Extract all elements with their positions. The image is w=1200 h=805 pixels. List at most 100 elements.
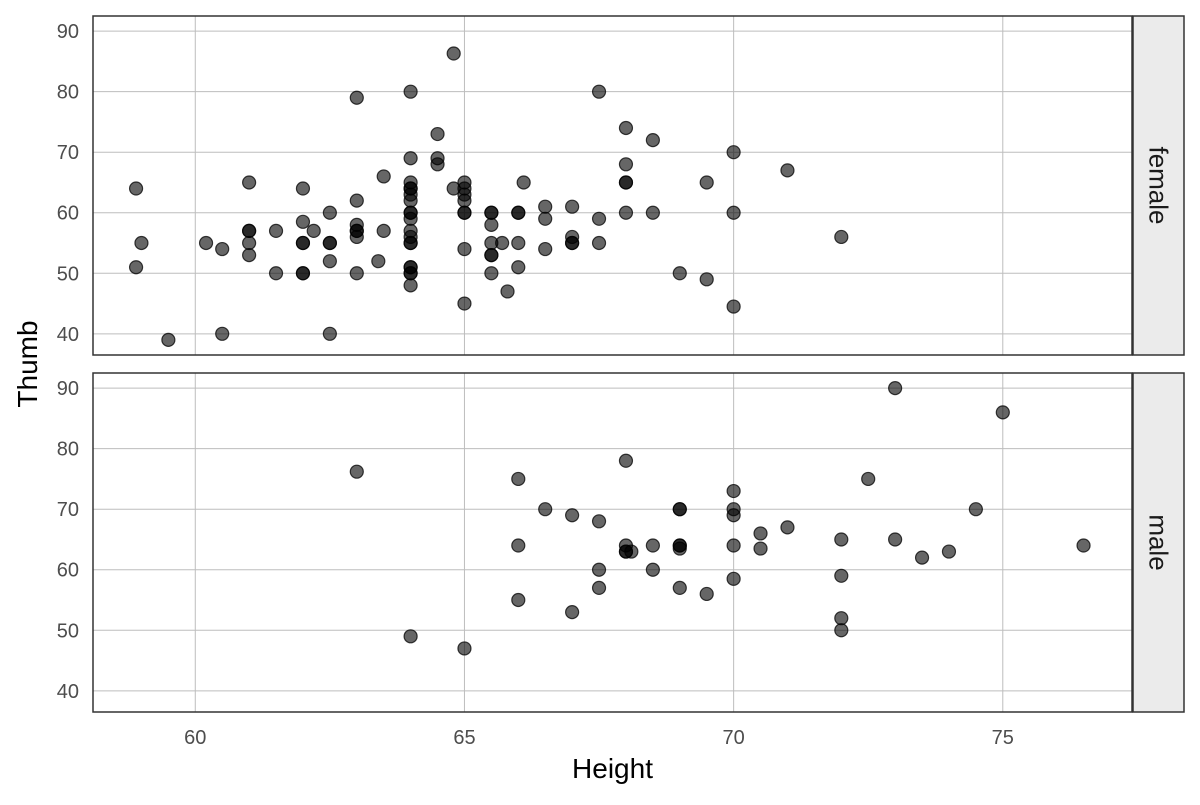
data-point [618,453,634,468]
data-point [457,296,472,311]
data-point [376,169,391,184]
y-tick-label: 60 [57,203,79,225]
data-point [672,541,687,556]
data-point [322,326,337,341]
data-point [941,544,957,559]
y-tick-label: 40 [57,324,79,346]
data-point [403,278,418,293]
x-axis-title: Height [572,753,653,784]
data-point [538,241,553,257]
data-point [618,157,634,172]
panel-background-female [93,16,1132,355]
data-point [484,205,499,220]
data-point [672,502,687,517]
data-point [565,508,580,523]
data-point [1076,538,1091,553]
data-point [242,248,257,263]
y-tick-label: 50 [57,620,79,642]
data-point [371,254,386,269]
y-tick-label: 80 [57,82,79,104]
data-point [726,483,741,499]
data-point [672,580,687,596]
y-tick-label: 80 [57,439,79,461]
data-point [403,629,418,644]
data-point [699,175,714,190]
data-point [726,205,741,220]
data-point [645,538,660,553]
data-point [349,464,364,479]
data-point [888,381,903,396]
data-point [645,133,660,148]
data-point [511,592,526,608]
data-point [538,502,553,517]
data-point [753,526,768,541]
data-point [591,514,607,529]
y-tick-label: 50 [57,263,79,285]
data-point [699,272,714,287]
data-point [968,502,983,517]
data-point [645,205,660,220]
facet-strip-male [1132,372,1185,713]
data-point [403,151,418,166]
data-point [834,611,849,626]
data-point [403,193,418,208]
data-point [295,214,311,229]
data-point [322,235,337,251]
data-point [624,544,639,559]
data-point [834,229,849,245]
facet-strip-female [1132,15,1185,356]
data-point [457,241,472,257]
panel-border-female [92,15,1133,356]
data-point [726,571,741,586]
data-point [591,580,607,596]
data-point [591,211,607,226]
x-tick-label: 75 [992,727,1014,749]
data-point [322,205,337,220]
data-point [215,241,230,257]
data-point [457,193,472,208]
data-point [161,332,176,347]
data-point [726,538,741,553]
data-point [538,199,553,214]
data-point [349,193,364,208]
data-point [242,235,257,251]
data-point [726,508,741,523]
data-point [242,175,257,190]
data-point [861,471,876,487]
data-point [306,223,321,238]
data-point [511,260,526,275]
data-point [134,235,149,251]
panel-border-male [92,372,1133,713]
data-point [780,520,795,535]
data-point [780,163,795,178]
data-point [349,90,364,105]
data-point [538,211,553,226]
data-point [516,175,531,190]
data-point [295,181,311,196]
data-point [484,217,499,232]
y-tick-label: 40 [57,681,79,703]
data-point [726,299,741,314]
data-point [618,120,634,136]
data-point [591,235,607,251]
data-point [995,405,1010,420]
data-point [914,550,930,565]
data-point [295,266,311,281]
x-tick-label: 60 [184,727,206,749]
y-tick-label: 60 [57,560,79,582]
data-point [834,568,849,583]
y-tick-label: 90 [57,378,79,400]
data-point [672,266,687,281]
data-point [484,266,499,281]
facet-strip-label: male [1144,514,1174,570]
data-point [618,175,634,190]
data-point [376,223,391,238]
data-point [268,223,284,238]
data-point [430,126,445,142]
data-point [403,211,418,226]
data-point [349,266,364,281]
data-point [268,266,284,281]
x-tick-label: 70 [723,727,745,749]
